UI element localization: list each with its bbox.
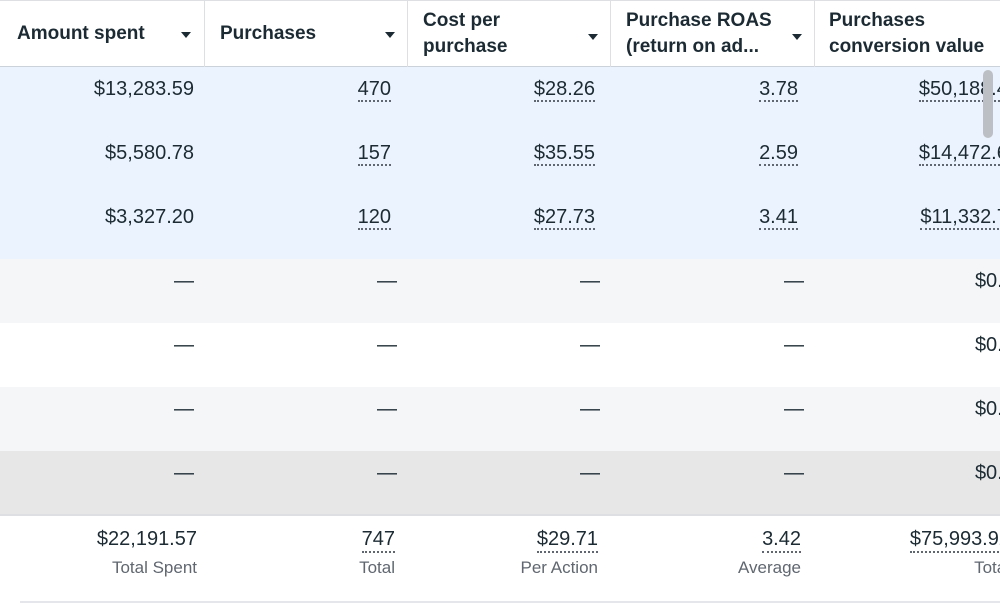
column-header-label: Purchases conversion value: [829, 10, 985, 57]
total-purchase-roas-value[interactable]: 3.42: [762, 528, 801, 553]
vertical-scrollbar[interactable]: [983, 70, 993, 138]
purchases-value[interactable]: 470: [357, 78, 391, 102]
table-row[interactable]: — — — — $0.00: [0, 259, 1000, 323]
conversion-value-value: $0.00: [974, 334, 1000, 356]
total-amount-spent: $22,191.57 Total Spent: [0, 516, 197, 596]
table-row[interactable]: — — — — $0.00: [0, 323, 1000, 387]
table-header: Amount spent Purchases Cost per purchase…: [0, 0, 1000, 67]
cost-per-purchase-value[interactable]: $27.73: [533, 206, 595, 230]
column-header-label: Cost per purchase: [423, 10, 508, 57]
total-cost-per-purchase-label: Per Action: [520, 558, 599, 577]
conversion-value-value[interactable]: $11,332.76: [920, 206, 1000, 230]
total-purchase-roas: 3.42 Average: [611, 516, 801, 596]
totals-row: $22,191.57 Total Spent 747 Total $29.71 …: [0, 514, 1000, 602]
cost-per-purchase-value[interactable]: $35.55: [533, 142, 595, 166]
total-purchases-value[interactable]: 747: [361, 528, 395, 553]
column-header-purchases-conversion-value[interactable]: Purchases conversion value: [815, 1, 1000, 67]
column-header-label: Purchase ROAS (return on ad...: [626, 10, 772, 57]
amount-spent-value: —: [174, 334, 194, 356]
conversion-value-value[interactable]: $50,188.49: [918, 78, 1000, 102]
column-header-cost-per-purchase[interactable]: Cost per purchase: [408, 1, 611, 67]
conversion-value-value: $0.00: [974, 270, 1000, 292]
sort-caret-icon[interactable]: [792, 34, 802, 40]
total-purchases: 747 Total: [205, 516, 395, 596]
column-header-label: Amount spent: [17, 23, 145, 44]
total-purchases-label: Total: [359, 558, 395, 577]
purchase-roas-value[interactable]: 2.59: [759, 142, 798, 166]
purchase-roas-value: —: [784, 334, 804, 356]
column-header-amount-spent[interactable]: Amount spent: [0, 1, 205, 67]
table-row[interactable]: $3,327.20 120 $27.73 3.41 $11,332.76: [0, 195, 1000, 259]
cost-per-purchase-value: —: [580, 398, 600, 420]
sort-caret-icon[interactable]: [588, 34, 598, 40]
total-amount-spent-value: $22,191.57: [96, 528, 197, 550]
purchases-value: —: [377, 270, 397, 292]
column-header-label: Purchases: [220, 23, 317, 44]
amount-spent-value: $13,283.59: [93, 78, 194, 100]
purchases-value: —: [377, 398, 397, 420]
cost-per-purchase-value[interactable]: $28.26: [533, 78, 595, 102]
total-amount-spent-label: Total Spent: [111, 558, 197, 577]
conversion-value-value: $0.00: [974, 462, 1000, 484]
amount-spent-value: —: [174, 398, 194, 420]
column-header-purchase-roas[interactable]: Purchase ROAS (return on ad...: [611, 1, 815, 67]
purchases-value[interactable]: 157: [357, 142, 391, 166]
amount-spent-value: —: [174, 462, 194, 484]
cost-per-purchase-value: —: [580, 270, 600, 292]
purchases-value: —: [377, 334, 397, 356]
total-cost-per-purchase-value[interactable]: $29.71: [536, 528, 598, 553]
amount-spent-value: $5,580.78: [105, 142, 194, 164]
cost-per-purchase-value: —: [580, 334, 600, 356]
total-conversion-value-label: Total: [974, 558, 1000, 577]
table-row[interactable]: — — — — $0.00: [0, 387, 1000, 451]
purchase-roas-value[interactable]: 3.78: [759, 78, 798, 102]
conversion-value-value[interactable]: $14,472.67: [918, 142, 1000, 166]
purchase-roas-value: —: [784, 270, 804, 292]
divider: [20, 601, 1000, 603]
column-header-purchases[interactable]: Purchases: [205, 1, 408, 67]
purchases-value[interactable]: 120: [357, 206, 391, 230]
cost-per-purchase-value: —: [580, 462, 600, 484]
purchase-roas-value[interactable]: 3.41: [759, 206, 798, 230]
conversion-value-value: $0.00: [974, 398, 1000, 420]
total-conversion-value: $75,993.92 Total: [815, 516, 1000, 596]
total-cost-per-purchase: $29.71 Per Action: [408, 516, 598, 596]
total-conversion-value-value[interactable]: $75,993.92: [909, 528, 1000, 553]
sort-caret-icon[interactable]: [181, 32, 191, 38]
purchase-roas-value: —: [784, 462, 804, 484]
table-row[interactable]: $13,283.59 470 $28.26 3.78 $50,188.49: [0, 67, 1000, 131]
amount-spent-value: —: [174, 270, 194, 292]
amount-spent-value: $3,327.20: [105, 206, 194, 228]
table-row[interactable]: $5,580.78 157 $35.55 2.59 $14,472.67: [0, 131, 1000, 195]
purchase-roas-value: —: [784, 398, 804, 420]
purchases-value: —: [377, 462, 397, 484]
table-row[interactable]: — — — — $0.00: [0, 451, 1000, 515]
total-purchase-roas-label: Average: [737, 558, 801, 577]
sort-caret-icon[interactable]: [385, 32, 395, 38]
